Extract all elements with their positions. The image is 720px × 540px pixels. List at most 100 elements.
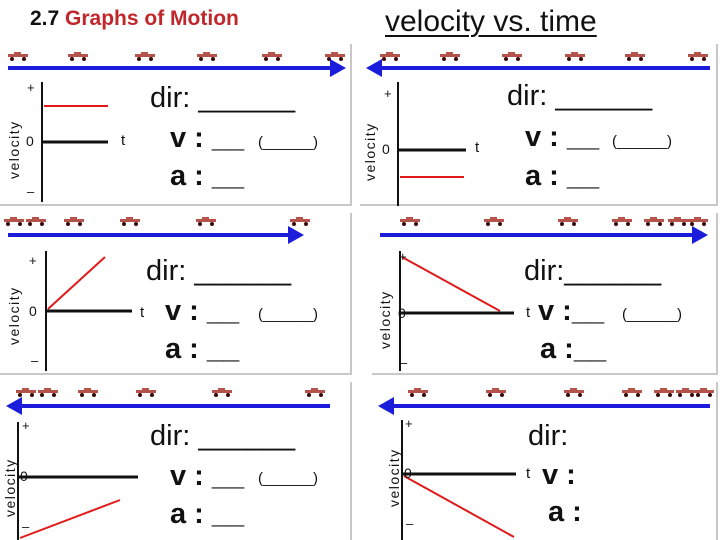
zero-label: 0 bbox=[398, 305, 406, 321]
plus-sign: + bbox=[22, 418, 30, 433]
zero-label: 0 bbox=[20, 468, 28, 484]
dir-question: dir:______ bbox=[524, 257, 661, 286]
v-label: v : bbox=[542, 459, 576, 491]
minus-sign: – bbox=[22, 519, 30, 534]
panel-3-scene bbox=[4, 217, 310, 371]
dir-question: dir: ______ bbox=[150, 84, 295, 113]
paren-blank: (______) bbox=[258, 134, 319, 151]
toy-car-icon bbox=[565, 52, 585, 61]
v-blank: __ bbox=[211, 122, 245, 154]
zero-label: 0 bbox=[404, 465, 412, 481]
toy-car-icon bbox=[400, 217, 420, 226]
panel-1: velocity + 0 – t dir: ______ v : __ (___… bbox=[0, 44, 352, 206]
a-blank: __ bbox=[206, 333, 240, 365]
toy-car-icon bbox=[38, 388, 58, 397]
panel-4: velocity + 0 – t dir:______ v :__ (_____… bbox=[372, 213, 718, 375]
section-heading: 2.7 Graphs of Motion bbox=[30, 7, 239, 31]
toy-car-icon bbox=[68, 52, 88, 61]
panel-5: velocity + 0 – dir: ______ v : __ (_____… bbox=[0, 382, 352, 540]
slide-title: velocity vs. time bbox=[385, 5, 597, 38]
direction-arrow-icon bbox=[378, 397, 710, 415]
toy-car-icon bbox=[484, 217, 504, 226]
a-label: a : bbox=[525, 160, 559, 192]
direction-arrow-icon bbox=[366, 59, 710, 77]
v-question: v : __ bbox=[170, 462, 244, 491]
toy-car-icon bbox=[564, 388, 584, 397]
a-question: a :__ bbox=[540, 335, 606, 364]
toy-car-icon bbox=[136, 388, 156, 397]
minus-sign: – bbox=[406, 516, 414, 531]
dir-question: dir: ______ bbox=[146, 257, 291, 286]
time-label: t bbox=[475, 139, 480, 156]
time-label: t bbox=[526, 465, 531, 482]
v-question: v :__ bbox=[538, 297, 604, 326]
plus-sign: + bbox=[399, 249, 407, 264]
toy-car-icon bbox=[688, 217, 708, 226]
toy-car-icon bbox=[16, 388, 36, 397]
plus-sign: + bbox=[27, 80, 35, 95]
a-label: a : bbox=[170, 498, 204, 530]
toy-car-icon bbox=[120, 217, 140, 226]
car-row bbox=[408, 388, 714, 397]
toy-car-icon bbox=[197, 52, 217, 61]
toy-car-icon bbox=[668, 217, 688, 226]
dir-blank: ______ bbox=[564, 255, 662, 287]
dir-label: dir: bbox=[150, 420, 191, 452]
graph-line bbox=[401, 256, 501, 312]
toy-car-icon bbox=[325, 52, 345, 61]
minus-sign: – bbox=[27, 184, 35, 199]
y-axis-label: velocity bbox=[6, 286, 22, 345]
graph-line bbox=[47, 256, 106, 310]
toy-car-icon bbox=[644, 217, 664, 226]
car-row bbox=[16, 388, 325, 397]
graph-line bbox=[403, 475, 515, 538]
a-label: a : bbox=[165, 333, 199, 365]
paren-blank: (______) bbox=[622, 306, 683, 323]
y-axis-label: velocity bbox=[377, 290, 393, 349]
toy-car-icon bbox=[4, 217, 24, 226]
toy-car-icon bbox=[212, 388, 232, 397]
v-blank: __ bbox=[206, 295, 240, 327]
toy-car-icon bbox=[135, 52, 155, 61]
car-row bbox=[400, 217, 708, 226]
section-title: Graphs of Motion bbox=[65, 7, 239, 30]
v-question: v : bbox=[542, 461, 576, 490]
a-label: a : bbox=[540, 333, 574, 365]
toy-car-icon bbox=[305, 388, 325, 397]
a-label: a : bbox=[170, 160, 204, 192]
plus-sign: + bbox=[384, 86, 392, 101]
toy-car-icon bbox=[676, 388, 696, 397]
toy-car-icon bbox=[694, 388, 714, 397]
dir-blank: ______ bbox=[555, 80, 653, 112]
a-label: a : bbox=[548, 496, 582, 528]
v-blank: __ bbox=[571, 295, 605, 327]
v-blank: __ bbox=[211, 460, 245, 492]
panel-2: velocity + 0 t dir: ______ v : __ (_____… bbox=[360, 44, 718, 206]
toy-car-icon bbox=[64, 217, 84, 226]
graph-line bbox=[19, 499, 121, 539]
a-blank: __ bbox=[211, 498, 245, 530]
dir-question: dir: ______ bbox=[150, 422, 295, 451]
direction-arrow-icon bbox=[8, 226, 304, 244]
toy-car-icon bbox=[486, 388, 506, 397]
dir-blank: ______ bbox=[198, 82, 296, 114]
plus-sign: + bbox=[405, 416, 413, 431]
direction-arrow-icon bbox=[8, 59, 346, 77]
toy-car-icon bbox=[654, 388, 674, 397]
y-axis-label: velocity bbox=[6, 120, 22, 179]
a-blank: __ bbox=[211, 160, 245, 192]
zero-label: 0 bbox=[26, 133, 34, 149]
y-axis-label: velocity bbox=[386, 448, 402, 507]
panel-6: velocity + 0 – t dir: v : a : bbox=[372, 382, 718, 540]
v-label: v : bbox=[170, 460, 204, 492]
v-question: v : __ bbox=[165, 297, 239, 326]
time-label: t bbox=[121, 132, 126, 149]
toy-car-icon bbox=[380, 52, 400, 61]
y-axis-label: velocity bbox=[362, 122, 378, 181]
dir-blank: ______ bbox=[194, 255, 292, 287]
a-blank: __ bbox=[573, 333, 607, 365]
plus-sign: + bbox=[29, 253, 37, 268]
toy-car-icon bbox=[26, 217, 46, 226]
a-question: a : __ bbox=[525, 162, 599, 191]
zero-label: 0 bbox=[29, 303, 37, 319]
